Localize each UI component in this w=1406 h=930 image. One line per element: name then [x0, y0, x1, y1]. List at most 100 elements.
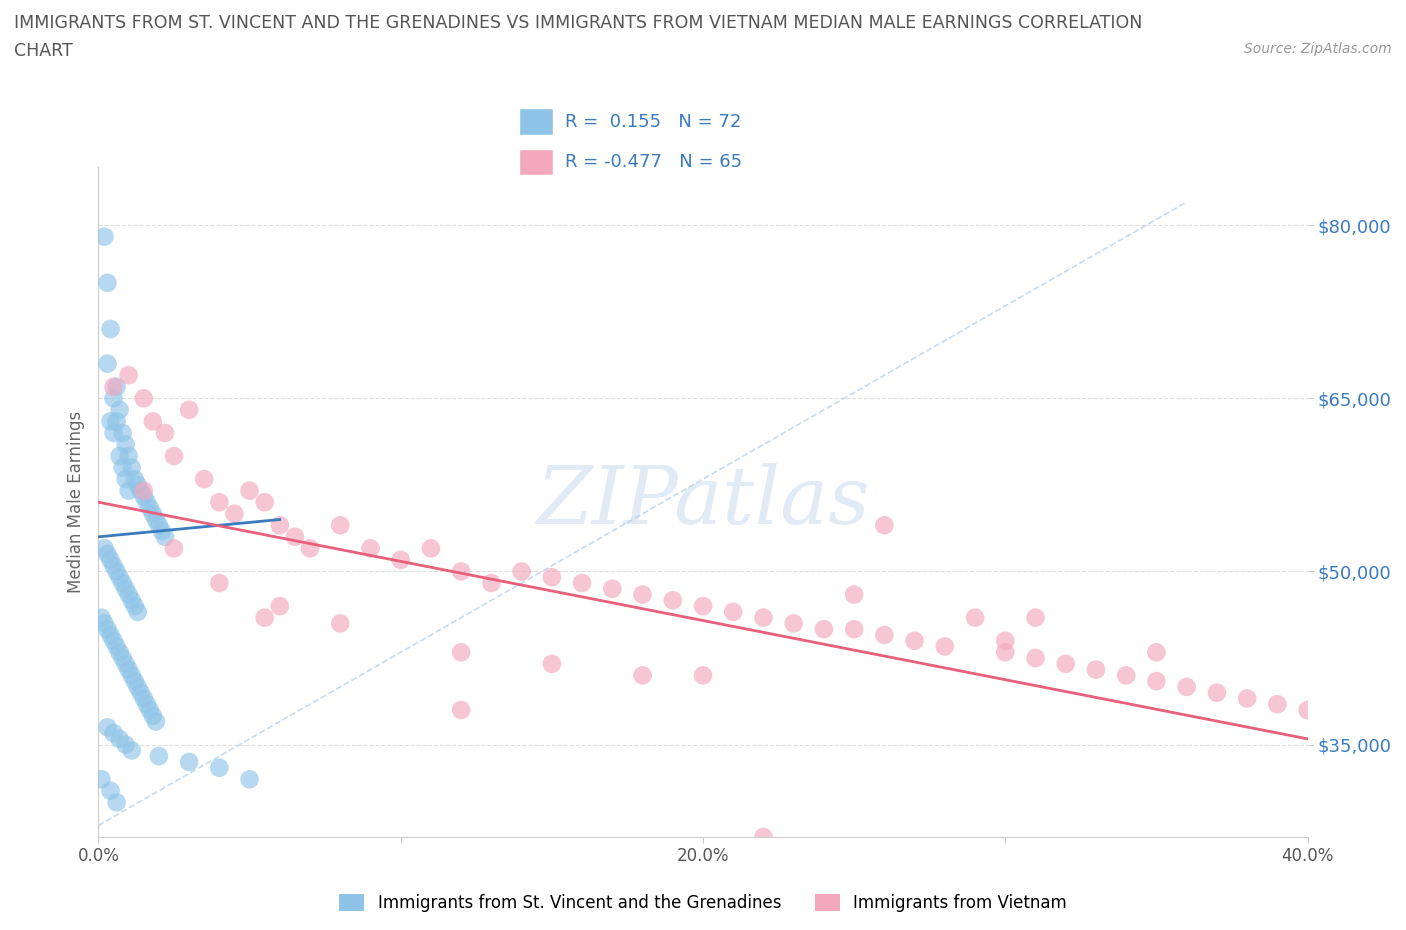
Point [148, 749, 170, 764]
Point [1024, 651, 1046, 666]
Text: ZIPatlas: ZIPatlas [536, 463, 870, 541]
Point [571, 576, 593, 591]
Point [90, 610, 112, 625]
Point [1024, 610, 1046, 625]
Point [450, 702, 472, 717]
Point [108, 570, 131, 585]
Point [124, 472, 146, 486]
Point [1085, 662, 1108, 677]
Point [1144, 673, 1167, 688]
Point [135, 697, 157, 711]
Point [153, 529, 176, 544]
Point [481, 576, 503, 591]
Point [904, 633, 927, 648]
Point [177, 403, 201, 418]
Point [1206, 685, 1229, 700]
Point [93, 616, 115, 631]
Point [145, 512, 167, 527]
Point [114, 737, 136, 752]
Point [873, 518, 896, 533]
Point [111, 576, 134, 591]
Point [103, 379, 125, 394]
Point [132, 391, 155, 405]
Point [1175, 680, 1198, 695]
Point [661, 593, 683, 608]
Point [142, 506, 165, 521]
Point [994, 633, 1017, 648]
Point [540, 657, 562, 671]
Point [108, 403, 131, 418]
Point [100, 552, 122, 567]
Point [139, 702, 162, 717]
Point [239, 772, 262, 787]
Point [111, 651, 134, 666]
Point [127, 604, 149, 619]
Point [1144, 644, 1167, 659]
Point [419, 541, 441, 556]
Point [96, 622, 118, 637]
Point [93, 541, 115, 556]
Point [103, 633, 125, 648]
Point [124, 599, 146, 614]
Point [103, 426, 125, 441]
Point [782, 616, 804, 631]
Point [114, 581, 136, 596]
Point [105, 379, 128, 394]
Bar [519, 149, 553, 176]
Point [127, 477, 149, 492]
Point [103, 725, 125, 740]
Point [93, 229, 115, 244]
Point [90, 772, 112, 787]
Point [124, 673, 146, 688]
Point [299, 541, 322, 556]
Point [1115, 668, 1137, 683]
Point [96, 720, 118, 735]
Point [105, 564, 128, 578]
Point [129, 484, 152, 498]
Point [145, 714, 167, 729]
Point [105, 795, 128, 810]
Point [121, 593, 143, 608]
Point [150, 524, 173, 538]
Legend: Immigrants from St. Vincent and the Grenadines, Immigrants from Vietnam: Immigrants from St. Vincent and the Gren… [339, 895, 1067, 912]
Point [208, 495, 231, 510]
Point [965, 610, 987, 625]
Point [132, 691, 155, 706]
Point [752, 830, 775, 844]
Point [1054, 657, 1077, 671]
Point [100, 322, 122, 337]
Point [692, 599, 714, 614]
Point [118, 662, 141, 677]
Point [103, 558, 125, 573]
Point [253, 610, 276, 625]
Point [139, 500, 162, 515]
Point [96, 275, 118, 290]
Point [1236, 691, 1258, 706]
Point [121, 460, 143, 475]
Point [631, 668, 654, 683]
Point [118, 587, 141, 602]
Point [813, 622, 835, 637]
Point [208, 576, 231, 591]
Point [329, 616, 352, 631]
Point [844, 587, 866, 602]
Point [127, 680, 149, 695]
Point [105, 639, 128, 654]
Point [100, 628, 122, 643]
Point [1296, 702, 1319, 717]
Point [208, 761, 231, 776]
Point [114, 437, 136, 452]
Point [118, 367, 141, 382]
Point [994, 644, 1017, 659]
Point [105, 414, 128, 429]
Point [118, 484, 141, 498]
Point [100, 783, 122, 798]
Text: IMMIGRANTS FROM ST. VINCENT AND THE GRENADINES VS IMMIGRANTS FROM VIETNAM MEDIAN: IMMIGRANTS FROM ST. VINCENT AND THE GREN… [14, 14, 1143, 32]
Point [121, 743, 143, 758]
Bar [519, 108, 553, 135]
Point [360, 541, 382, 556]
Point [329, 518, 352, 533]
Point [269, 599, 291, 614]
Point [108, 448, 131, 463]
Point [873, 628, 896, 643]
